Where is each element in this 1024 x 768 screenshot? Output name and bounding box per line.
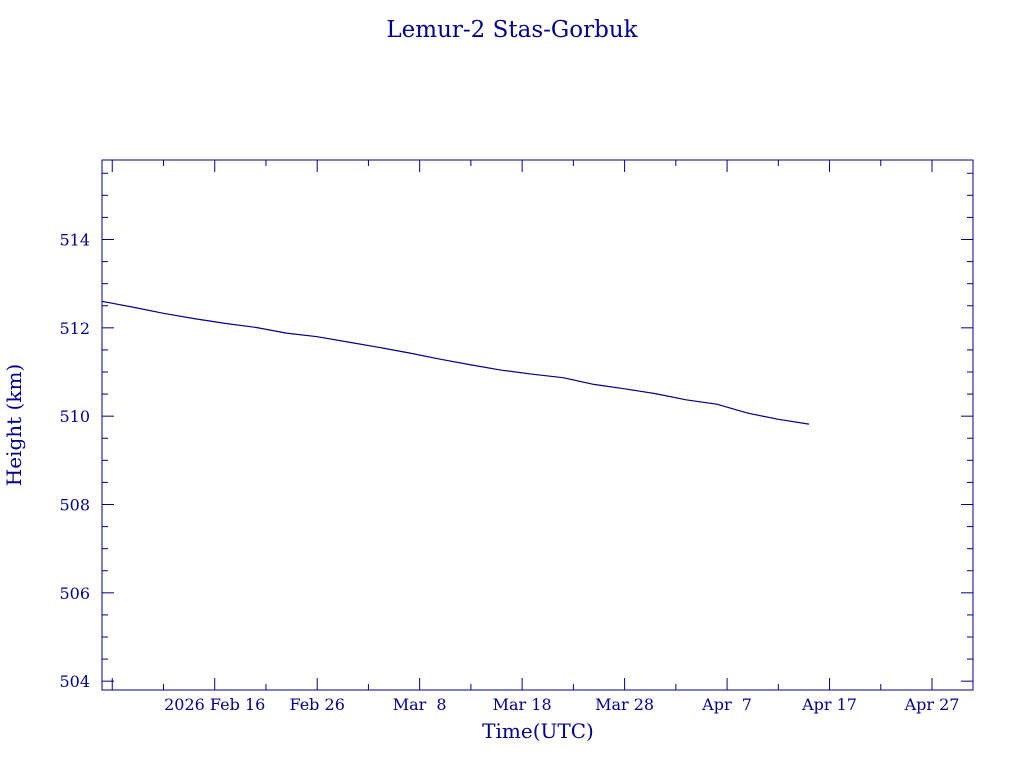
y-tick-label: 512: [59, 319, 90, 338]
plot-frame: [101, 159, 974, 691]
x-tick-labels: 2026 Feb 16 Feb 26 Mar 8 Mar 18 Mar 28 Apr 7 A…: [164, 695, 959, 714]
height-series-line: [101, 300, 810, 425]
y-tick-labels: 504 506 508 510 512 514: [59, 231, 90, 692]
x-tick-label: Mar 8: [393, 695, 447, 714]
y-tick-label: 504: [59, 672, 90, 691]
axis-ticks: [102, 160, 973, 690]
x-tick-label: Apr 7: [701, 695, 752, 714]
x-tick-label: Apr 17: [801, 695, 857, 714]
x-axis-title: Time(UTC): [482, 719, 594, 743]
y-tick-label: 510: [59, 407, 90, 426]
x-tick-label: Feb 26: [289, 695, 344, 714]
x-tick-label: Mar 28: [595, 695, 654, 714]
y-tick-label: 508: [59, 496, 90, 515]
series-layer: [101, 300, 810, 425]
y-tick-label: 506: [59, 584, 90, 603]
x-tick-label: Mar 18: [493, 695, 552, 714]
y-tick-label: 514: [59, 231, 90, 250]
x-tick-label: Apr 27: [904, 695, 960, 714]
chart-title: Lemur-2 Stas-Gorbuk: [386, 17, 638, 43]
y-axis-title: Height (km): [2, 364, 26, 486]
x-tick-label: 2026 Feb 16: [164, 695, 265, 714]
